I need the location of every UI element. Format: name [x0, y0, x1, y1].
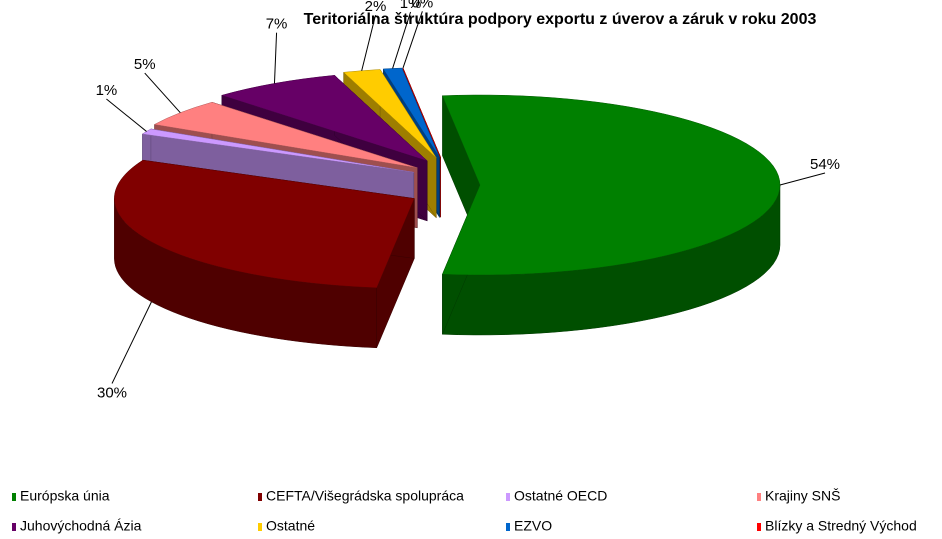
data-label: 5%	[134, 56, 156, 73]
legend-swatch	[258, 493, 262, 501]
slice	[343, 69, 437, 159]
data-label: 0%	[412, 0, 434, 11]
legend-label: Európska únia	[20, 488, 110, 504]
data-label: 2%	[365, 0, 387, 15]
legend-label: Juhovýchodná Ázia	[20, 518, 142, 534]
legend-label: Ostatné OECD	[514, 488, 607, 504]
legend-swatch	[506, 523, 510, 531]
slice	[382, 67, 440, 158]
legend-label: EZVO	[514, 518, 552, 534]
legend-label: Krajiny SNŠ	[765, 488, 840, 504]
chart-title: Teritoriálna štruktúra podpory exportu z…	[304, 11, 817, 28]
legend-label: Blízky a Stredný Východ	[765, 518, 917, 534]
data-label: 7%	[266, 16, 288, 33]
data-label: 1%	[400, 0, 422, 12]
leader-line	[361, 15, 376, 71]
slice	[442, 94, 781, 276]
legend-label: Ostatné	[266, 518, 315, 534]
legend-swatch	[258, 523, 262, 531]
leader-line	[779, 172, 826, 186]
leader-line	[144, 72, 181, 114]
data-label: 30%	[97, 384, 127, 401]
leader-line	[392, 11, 412, 69]
data-label: 54%	[810, 156, 840, 173]
legend-swatch	[12, 523, 16, 531]
data-label: 1%	[96, 82, 118, 99]
leader-line	[402, 11, 423, 69]
legend-label: CEFTA/Višegrádska spolupráca	[266, 488, 464, 504]
legend-swatch	[757, 493, 761, 501]
slice	[153, 101, 418, 169]
slice	[114, 159, 415, 289]
leader-line	[106, 98, 147, 132]
legend-swatch	[757, 523, 761, 531]
leader-line	[111, 301, 152, 384]
slice	[141, 128, 414, 173]
leader-line	[273, 32, 278, 84]
legend-swatch	[506, 493, 510, 501]
legend-swatch	[12, 493, 16, 501]
